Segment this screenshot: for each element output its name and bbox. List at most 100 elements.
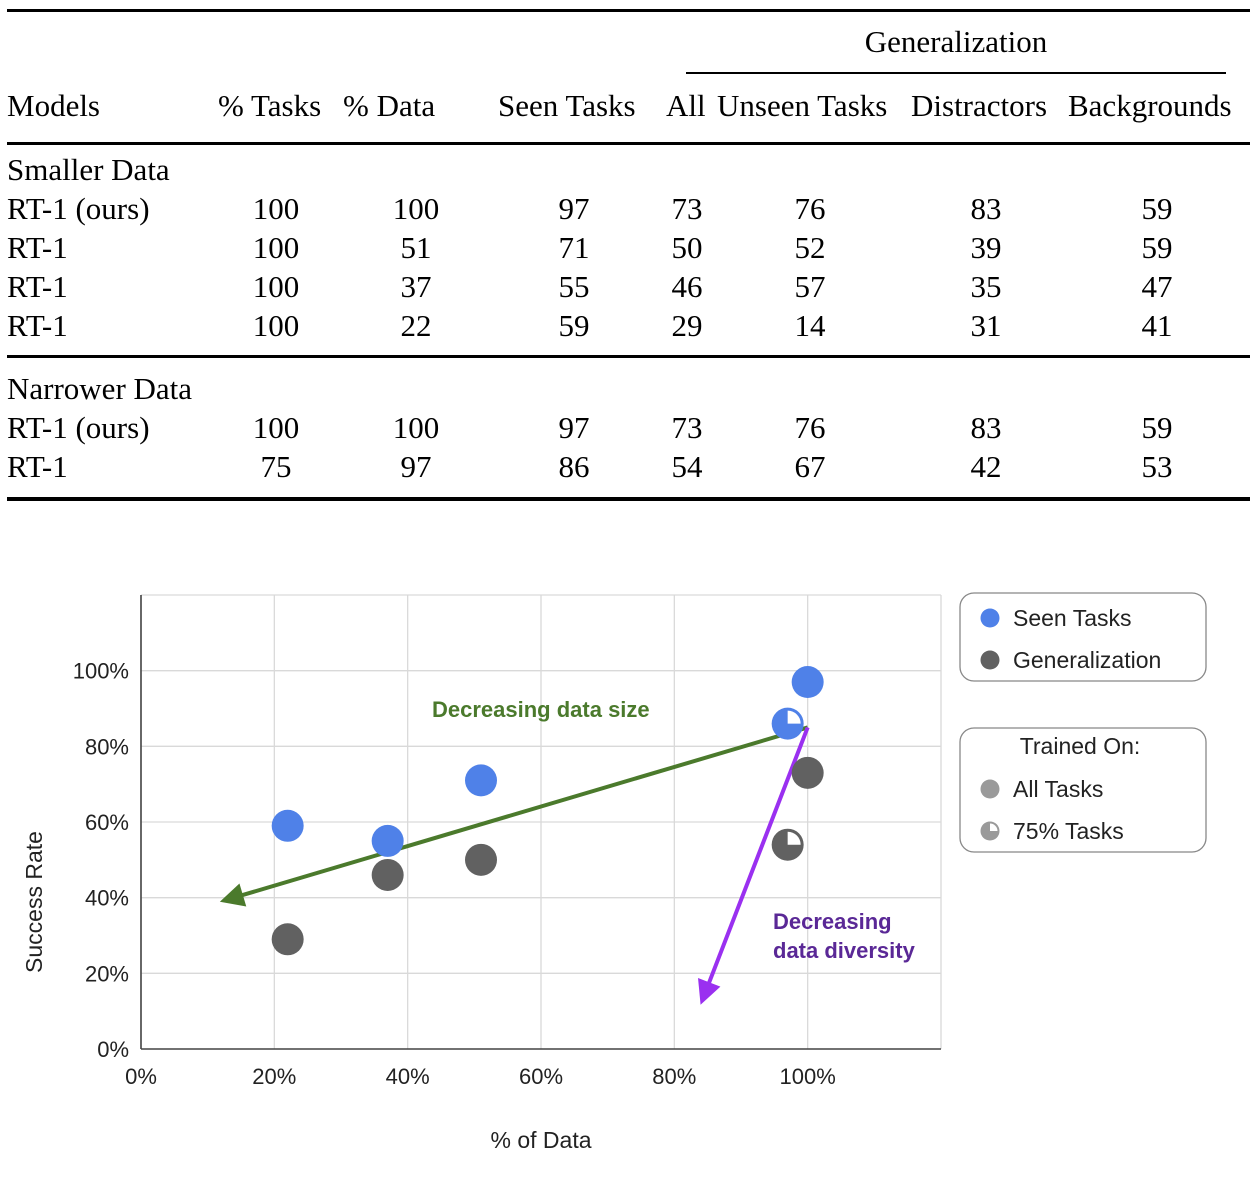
legend-generalization-dot	[980, 650, 1000, 670]
scatter-chart: 0% 20% 40% 60% 80% 100% 0% 20% 40% 60% 80% 100% % of…	[0, 560, 1258, 1178]
marker-75pct-wedge	[787, 831, 801, 845]
y-tick-label: 100%	[73, 659, 129, 684]
x-tick-label: 40%	[386, 1064, 430, 1089]
model-name-cell: RT-1	[7, 308, 68, 343]
table-cell: 100	[252, 230, 300, 265]
legend-trained-label: All Tasks	[1013, 776, 1103, 802]
table-cell: 39	[970, 230, 1002, 265]
column-header: % Tasks	[218, 88, 322, 123]
table-cell: 73	[671, 191, 703, 226]
generalization-series	[271, 756, 824, 956]
table-cell: 100	[392, 191, 440, 226]
table-cell: 97	[400, 449, 432, 484]
table-cell: 59	[1141, 191, 1173, 226]
table-bottom-rule	[7, 497, 1250, 501]
decreasing-diversity-label: Decreasing	[773, 909, 892, 934]
table-cell: 59	[558, 308, 590, 343]
table-cell: 42	[970, 449, 1002, 484]
table-cell: 41	[1141, 308, 1173, 343]
column-header: Unseen Tasks	[717, 88, 888, 123]
column-header: Models	[7, 88, 100, 123]
generalization-point	[791, 756, 824, 789]
legend-seen-tasks-dot	[980, 608, 1000, 628]
decreasing-diversity-label: data diversity	[773, 938, 916, 963]
column-header: Backgrounds	[1068, 88, 1232, 123]
table-cell: 76	[794, 191, 826, 226]
seen-tasks-point	[371, 824, 404, 857]
table-cell: 35	[970, 269, 1002, 304]
column-header: Seen Tasks	[498, 88, 636, 123]
legend-trained-box	[959, 727, 1207, 853]
table-cell: 59	[1141, 410, 1173, 445]
table-cell: 100	[252, 191, 300, 226]
table-cell: 86	[558, 449, 590, 484]
y-tick-label: 0%	[97, 1037, 129, 1062]
x-tick-label: 100%	[780, 1064, 836, 1089]
table-cell: 50	[671, 230, 703, 265]
legend-all-tasks-dot	[980, 779, 1000, 799]
seen-tasks-series	[271, 666, 824, 857]
section-rule	[7, 355, 1250, 358]
generalization-point	[465, 843, 497, 876]
y-tick-label: 40%	[85, 886, 129, 911]
table-cell: 75	[260, 449, 292, 484]
table-top-rule	[7, 9, 1250, 12]
table-cell: 83	[970, 191, 1002, 226]
chart-grid	[140, 594, 942, 1049]
decreasing-size-arrow	[219, 725, 809, 907]
table-cell: 22	[400, 308, 432, 343]
section-title: Smaller Data	[7, 152, 170, 187]
table-cell: 100	[392, 410, 440, 445]
y-tick-label: 20%	[85, 961, 129, 986]
table-cell: 31	[970, 308, 1002, 343]
header-rule	[7, 142, 1250, 145]
marker-75pct-wedge	[787, 710, 801, 724]
legend-trained-label: 75% Tasks	[1013, 818, 1124, 844]
x-tick-label: 0%	[125, 1064, 157, 1089]
table-cell: 59	[1141, 230, 1173, 265]
model-name-cell: RT-1	[7, 449, 68, 484]
x-tick-label: 60%	[519, 1064, 563, 1089]
table-cell: 97	[558, 191, 590, 226]
table-cell: 51	[400, 230, 432, 265]
table-cell: 97	[558, 410, 590, 445]
table-cell: 54	[671, 449, 703, 484]
column-header: Distractors	[911, 88, 1048, 123]
table-cell: 47	[1141, 269, 1173, 304]
table-cell: 76	[794, 410, 826, 445]
column-header: All	[666, 88, 706, 123]
table-cell: 71	[558, 230, 590, 265]
model-name-cell: RT-1 (ours)	[7, 191, 150, 226]
y-tick-label: 80%	[85, 734, 129, 759]
legend-trained-title: Trained On:	[1020, 733, 1141, 759]
legend-trained-on: Trained On: All Tasks 75% Tasks	[959, 727, 1207, 853]
results-table: Generalization Models % Tasks % Data Seen T…	[0, 0, 1258, 510]
decreasing-size-label: Decreasing data size	[432, 697, 650, 722]
table-cell: 100	[252, 269, 300, 304]
legend-series-label: Seen Tasks	[1013, 605, 1131, 631]
generalization-group-rule	[686, 72, 1226, 74]
seen-tasks-point	[791, 666, 824, 699]
seen-tasks-point	[271, 809, 304, 842]
generalization-group-header: Generalization	[864, 24, 1048, 59]
table-cell: 29	[671, 308, 703, 343]
y-axis-label: Success Rate	[21, 831, 47, 973]
table-cell: 37	[400, 269, 432, 304]
table-cell: 73	[671, 410, 703, 445]
table-cell: 52	[794, 230, 826, 265]
table-cell: 83	[970, 410, 1002, 445]
table-cell: 55	[558, 269, 590, 304]
model-name-cell: RT-1 (ours)	[7, 410, 150, 445]
generalization-point-75pct	[771, 828, 804, 861]
legend-series-box	[959, 592, 1207, 682]
seen-tasks-point	[465, 764, 497, 797]
table-cell: 67	[794, 449, 826, 484]
table-cell: 14	[794, 308, 826, 343]
legend-75pct-wedge	[990, 823, 998, 831]
x-axis-label: % of Data	[491, 1127, 592, 1153]
chart-svg: 0% 20% 40% 60% 80% 100% 0% 20% 40% 60% 80% 100% % of…	[21, 592, 1207, 1153]
model-name-cell: RT-1	[7, 230, 68, 265]
table-cell: 53	[1141, 449, 1173, 484]
y-tick-label: 60%	[85, 810, 129, 835]
model-name-cell: RT-1	[7, 269, 68, 304]
